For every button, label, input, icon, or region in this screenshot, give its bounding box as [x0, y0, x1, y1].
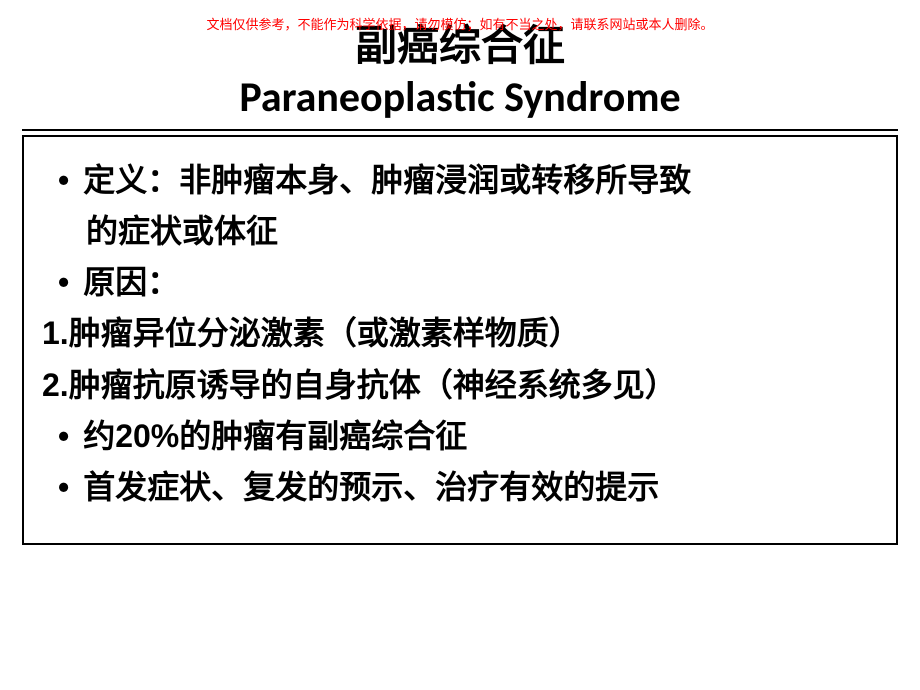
definition-line1: 定义：非肿瘤本身、肿瘤浸润或转移所导致 [42, 155, 878, 206]
reason-2: 2.肿瘤抗原诱导的自身抗体（神经系统多见） [42, 360, 878, 411]
reason-header: 原因： [42, 257, 878, 308]
clinical-significance: 首发症状、复发的预示、治疗有效的提示 [42, 462, 878, 513]
disclaimer-text: 文档仅供参考，不能作为科学依据，请勿模仿；如有不当之处，请联系网站或本人删除。 [0, 14, 920, 33]
content-container: 定义：非肿瘤本身、肿瘤浸润或转移所导致 的症状或体征 原因： 1.肿瘤异位分泌激… [22, 135, 898, 545]
title-english: Paraneoplastic Syndrome [22, 73, 898, 123]
definition-line2: 的症状或体征 [42, 206, 878, 257]
reason-1: 1.肿瘤异位分泌激素（或激素样物质） [42, 308, 878, 359]
statistic-line: 约20%的肿瘤有副癌综合征 [42, 411, 878, 462]
